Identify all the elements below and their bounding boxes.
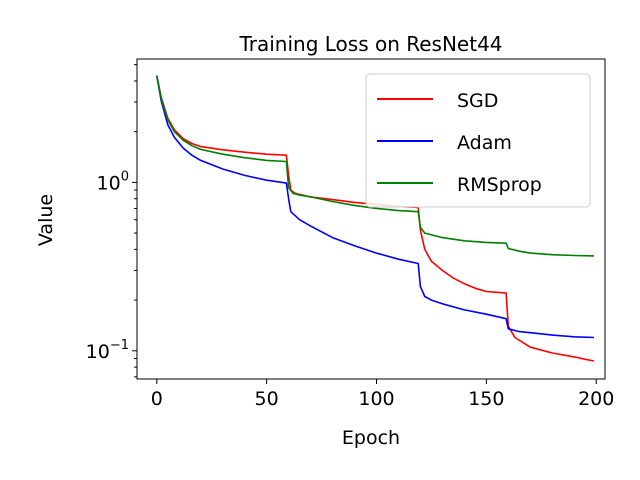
- y-tick-label: 10−1: [86, 338, 129, 363]
- x-tick-label: 150: [468, 388, 504, 410]
- legend-label-adam: Adam: [457, 132, 512, 154]
- series-line-adam: [156, 75, 595, 339]
- legend-label-rmsprop: RMSprop: [457, 174, 542, 196]
- x-tick-label: 0: [151, 388, 163, 410]
- legend-box: [365, 73, 591, 208]
- legend: SGD Adam RMSprop: [365, 73, 591, 208]
- y-tick-base: 10: [86, 341, 110, 363]
- y-tick-exponent: −1: [110, 338, 129, 353]
- y-tick-base: 10: [97, 172, 121, 194]
- legend-label-sgd: SGD: [457, 90, 498, 112]
- x-tick-label: 200: [578, 388, 614, 410]
- chart-title: Training Loss on ResNet44: [238, 32, 502, 56]
- y-tick-label: 100: [97, 169, 129, 194]
- x-tick-label: 50: [255, 388, 279, 410]
- y-tick-exponent: 0: [121, 169, 129, 184]
- x-axis-ticks: 0 50 100 150 200: [151, 379, 614, 410]
- y-axis-label: Value: [35, 194, 57, 246]
- x-axis-label: Epoch: [342, 427, 400, 449]
- series-line-rmsprop: [156, 75, 595, 257]
- x-tick-label: 100: [358, 388, 394, 410]
- plot-frame: [136, 58, 606, 380]
